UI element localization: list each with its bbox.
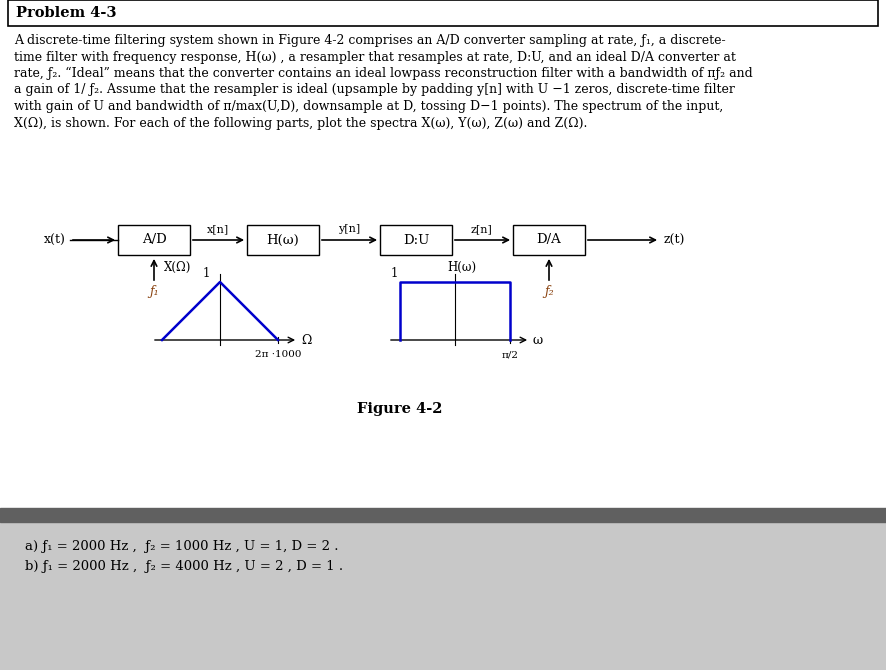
Text: Figure 4-2: Figure 4-2: [357, 402, 443, 416]
Text: ω: ω: [533, 334, 543, 346]
Text: Problem 4-3: Problem 4-3: [16, 6, 116, 20]
Text: X(Ω), is shown. For each of the following parts, plot the spectra X(ω), Y(ω), Z(: X(Ω), is shown. For each of the followin…: [14, 117, 587, 129]
Text: D/A: D/A: [537, 234, 562, 247]
Text: z(t): z(t): [664, 234, 686, 247]
Text: x(t): x(t): [44, 234, 66, 247]
Bar: [0, 0, 886, 508]
Text: H(ω): H(ω): [267, 234, 299, 247]
Bar: [513, 225, 585, 255]
Text: 1: 1: [391, 267, 398, 280]
Text: H(ω): H(ω): [447, 261, 476, 274]
Text: D:U: D:U: [403, 234, 429, 247]
Bar: [0, 522, 886, 670]
Bar: [8, 0, 878, 26]
Text: x[n]: x[n]: [206, 224, 229, 234]
Bar: [380, 225, 452, 255]
Text: with gain of U and bandwidth of π/max(U,D), downsample at D, tossing D−1 points): with gain of U and bandwidth of π/max(U,…: [14, 100, 723, 113]
Text: y[n]: y[n]: [338, 224, 360, 234]
Bar: [118, 225, 190, 255]
Text: 2π ·1000: 2π ·1000: [255, 350, 301, 359]
Text: time filter with frequency response, H(ω) , a resampler that resamples at rate, : time filter with frequency response, H(ω…: [14, 50, 736, 64]
Bar: [0, 508, 886, 522]
Text: Ω: Ω: [301, 334, 311, 346]
Text: ƒ₁: ƒ₁: [149, 285, 159, 298]
Text: rate, ƒ₂. “Ideal” means that the converter contains an ideal lowpass reconstruct: rate, ƒ₂. “Ideal” means that the convert…: [14, 67, 753, 80]
Text: π/2: π/2: [501, 350, 518, 359]
Text: z[n]: z[n]: [471, 224, 493, 234]
Text: a) ƒ₁ = 2000 Hz ,  ƒ₂ = 1000 Hz , U = 1, D = 2 .: a) ƒ₁ = 2000 Hz , ƒ₂ = 1000 Hz , U = 1, …: [25, 540, 338, 553]
Text: 1: 1: [203, 267, 210, 280]
Text: b) ƒ₁ = 2000 Hz ,  ƒ₂ = 4000 Hz , U = 2 , D = 1 .: b) ƒ₁ = 2000 Hz , ƒ₂ = 4000 Hz , U = 2 ,…: [25, 560, 343, 573]
Text: A discrete-time filtering system shown in Figure 4-2 comprises an A/D converter : A discrete-time filtering system shown i…: [14, 34, 726, 47]
Text: ƒ₂: ƒ₂: [544, 285, 554, 298]
Text: A/D: A/D: [142, 234, 167, 247]
Text: a gain of 1/ ƒ₂. Assume that the resampler is ideal (upsample by padding y[n] wi: a gain of 1/ ƒ₂. Assume that the resampl…: [14, 84, 734, 96]
Bar: [247, 225, 319, 255]
Text: X(Ω): X(Ω): [164, 261, 191, 274]
